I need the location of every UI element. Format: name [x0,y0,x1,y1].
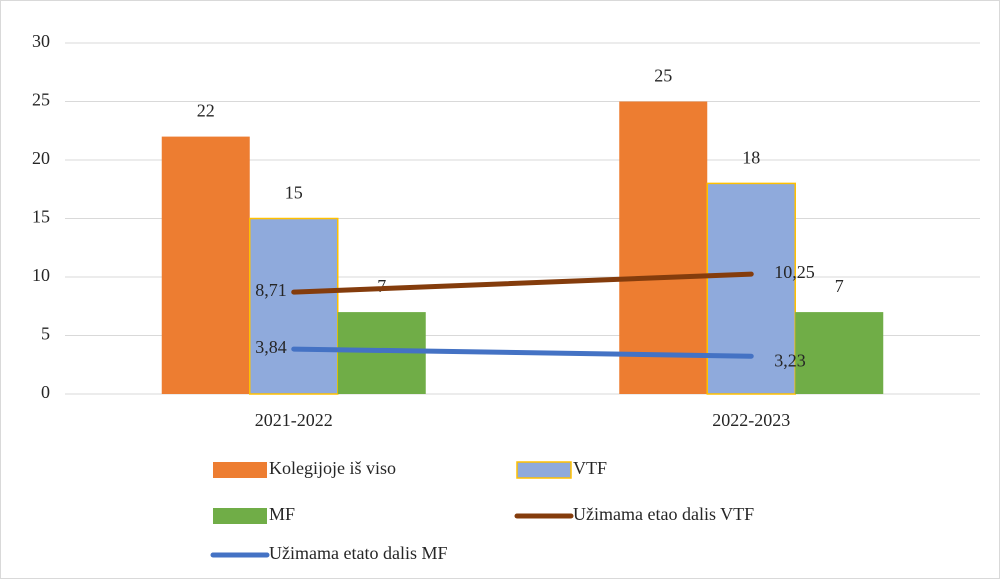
x-tick-label: 2022-2023 [712,410,790,430]
bar-value-label: 7 [835,276,844,296]
line-value-label: 3,84 [255,337,287,357]
legend-swatch [213,508,267,524]
y-tick-label: 25 [32,90,50,110]
line-value-label: 10,25 [774,262,815,282]
y-tick-label: 30 [32,31,50,51]
y-tick-label: 5 [41,324,50,344]
bar-value-label: 18 [742,148,760,168]
y-tick-label: 20 [32,148,50,168]
line [291,271,754,295]
bar [619,101,708,394]
x-tick-label: 2021-2022 [255,410,333,430]
bar-value-label: 22 [197,101,215,121]
line [291,346,754,359]
legend-swatch [213,462,267,478]
legend-label: Kolegijoje iš viso [269,458,396,478]
bar [795,312,884,394]
line-value-label: 8,71 [255,280,287,300]
legend-label: Užimama etato dalis MF [269,543,447,563]
legend-label: MF [269,504,295,524]
line-value-label: 3,23 [774,350,806,370]
bar [249,217,339,395]
legend-label: VTF [573,458,607,478]
y-tick-label: 15 [32,207,50,227]
bar-value-label: 25 [654,66,672,86]
y-tick-label: 0 [41,382,50,402]
legend-label: Užimama etao dalis VTF [573,504,754,524]
bar-value-label: 15 [285,183,303,203]
legend-swatch [516,461,572,479]
bar [161,136,250,394]
bar [706,182,796,395]
y-tick-label: 10 [32,265,50,285]
